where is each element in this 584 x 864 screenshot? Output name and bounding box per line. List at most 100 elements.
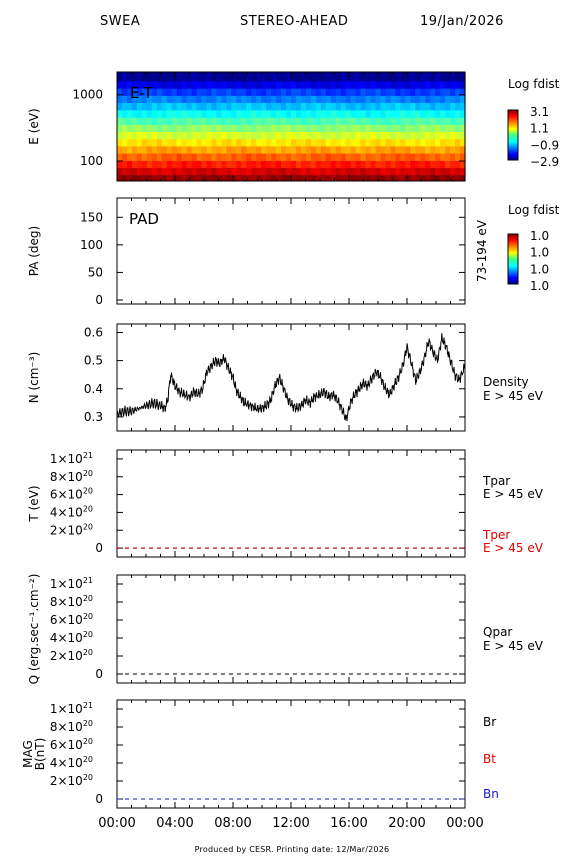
heatmap-cell <box>340 117 347 125</box>
heatmap-cell <box>435 167 441 176</box>
heatmap-cell <box>405 102 411 111</box>
heatmap-cell <box>335 72 342 82</box>
heatmap-cell <box>350 102 357 111</box>
heatmap-cell <box>460 80 466 89</box>
heatmap-cell <box>380 167 387 176</box>
heatmap-cell <box>460 102 466 111</box>
heatmap-cell <box>186 88 193 96</box>
heatmap-cell <box>315 160 322 169</box>
heatmap-cell <box>196 80 203 89</box>
heatmap-cell <box>415 167 421 176</box>
heatmap-cell <box>455 124 461 133</box>
heatmap-cell <box>295 95 302 104</box>
heatmap-cell <box>156 95 163 104</box>
heatmap-cell <box>156 153 163 161</box>
heatmap-cell <box>300 138 307 147</box>
heatmap-cell <box>166 88 173 96</box>
y-axis-label: N (cm⁻³) <box>27 352 41 404</box>
heatmap-cell <box>156 109 163 118</box>
time-tick-label: 20:00 <box>388 816 425 831</box>
heatmap-cell <box>340 95 347 104</box>
heatmap-cell <box>146 102 153 111</box>
heatmap-cell <box>286 174 292 182</box>
heatmap-cell <box>460 131 466 140</box>
heatmap-cell <box>450 117 456 125</box>
heatmap-cell <box>117 145 123 154</box>
heatmap-cell <box>415 72 421 82</box>
heatmap-cell <box>236 95 242 104</box>
heatmap-cell <box>350 72 357 82</box>
heatmap-cell <box>360 72 367 82</box>
heatmap-cell <box>256 167 262 176</box>
heatmap-cell <box>395 138 401 147</box>
heatmap-cell <box>385 80 392 89</box>
heatmap-cell <box>310 160 317 169</box>
heatmap-cell <box>460 145 466 154</box>
heatmap-cell <box>186 80 193 89</box>
heatmap-cell <box>455 174 461 182</box>
y-tick-label: 6×1020 <box>50 737 93 752</box>
heatmap-cell <box>221 124 227 133</box>
heatmap-cell <box>126 145 133 154</box>
time-tick-label: 04:00 <box>156 816 193 831</box>
heatmap-cell <box>181 117 188 125</box>
heatmap-cell <box>380 95 387 104</box>
y-tick-label: 0 <box>95 293 103 307</box>
heatmap-cell <box>201 72 208 82</box>
heatmap-cell <box>410 124 416 133</box>
heatmap-cell <box>395 145 401 154</box>
heatmap-cell <box>375 80 382 89</box>
heatmap-cell <box>400 117 406 125</box>
heatmap-cell <box>126 160 133 169</box>
heatmap-cell <box>186 124 193 133</box>
heatmap-cell <box>440 167 446 176</box>
heatmap-cell <box>201 167 208 176</box>
heatmap-cell <box>335 167 342 176</box>
heatmap-cell <box>420 160 426 169</box>
heatmap-cell <box>206 95 213 104</box>
heatmap-cell <box>350 131 357 140</box>
heatmap-cell <box>271 80 277 89</box>
heatmap-cell <box>340 131 347 140</box>
heatmap-cell <box>420 131 426 140</box>
heatmap-cell <box>241 124 247 133</box>
heatmap-cell <box>291 117 297 125</box>
heatmap-cell <box>151 88 158 96</box>
heatmap-cell <box>131 145 138 154</box>
heatmap-cell <box>345 102 352 111</box>
time-tick-label: 00:00 <box>446 816 483 831</box>
heatmap-cell <box>355 160 362 169</box>
heatmap-cell <box>256 124 262 133</box>
instrument-label: SWEA <box>100 14 141 29</box>
panel-frame <box>116 574 466 684</box>
heatmap-cell <box>261 88 267 96</box>
heatmap-cell <box>390 72 396 82</box>
heatmap-cell <box>231 167 237 176</box>
heatmap-cell <box>131 131 138 140</box>
heatmap-cell <box>126 153 133 161</box>
heatmap-cell <box>271 145 277 154</box>
colorbar-tick-label: 3.1 <box>530 105 549 119</box>
heatmap-cell <box>156 102 163 111</box>
heatmap-cell <box>315 153 322 161</box>
heatmap-cell <box>340 102 347 111</box>
heatmap-cell <box>435 72 441 82</box>
heatmap-cell <box>315 72 322 82</box>
heatmap-cell <box>211 102 218 111</box>
heatmap-cell <box>385 174 392 182</box>
heatmap-cell <box>266 145 272 154</box>
heatmap-cell <box>345 117 352 125</box>
heatmap-cell <box>375 160 382 169</box>
heatmap-cell <box>455 138 461 147</box>
heatmap-cell <box>405 174 411 182</box>
heatmap-cell <box>365 95 372 104</box>
heatmap-cell <box>276 80 282 89</box>
heatmap-cell <box>201 124 208 133</box>
heatmap-cell <box>440 80 446 89</box>
heatmap-cell <box>310 72 317 82</box>
heatmap-cell <box>365 174 372 182</box>
heatmap-cell <box>206 160 213 169</box>
heatmap-cell <box>425 167 431 176</box>
heatmap-cell <box>161 160 168 169</box>
